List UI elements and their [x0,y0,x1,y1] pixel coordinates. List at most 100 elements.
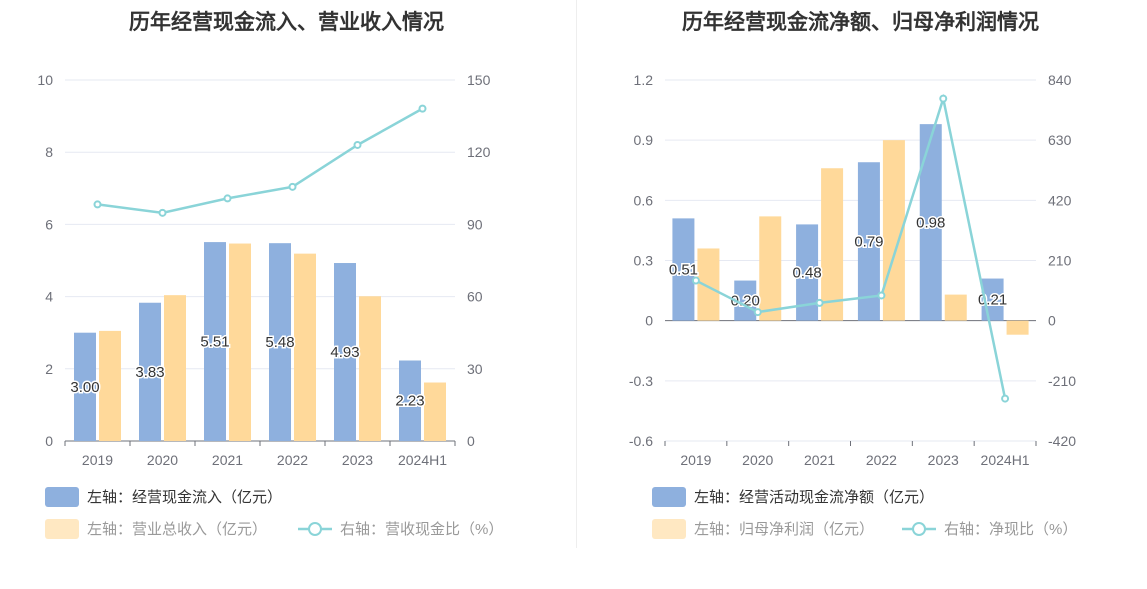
line-point [418,104,427,113]
legend-label: 左轴：经营活动现金流净额（亿元） [694,489,934,506]
bar-secondary [944,294,967,321]
chart-title: 历年经营现金流净额、归母净利润情况 [682,11,1039,34]
line-point [815,298,824,307]
y-right-tick-label: 60 [467,289,483,305]
bar-primary [139,302,161,441]
y-left-tick-label: 0 [645,313,653,329]
legend-swatch-secondary [652,519,686,539]
data-label: 2.23 [395,393,424,410]
y-left-tick-label: 0 [45,433,53,449]
bar-primary [74,332,96,441]
data-label: 5.51 [200,334,229,351]
bar-primary [672,218,695,321]
bar-secondary [164,295,186,441]
bar-primary [399,360,421,441]
legend-label: 右轴：营收现金比（%） [340,521,503,538]
data-label: 3.00 [70,379,99,396]
y-left-tick-label: 0.3 [634,253,654,269]
bar-primary [796,224,819,321]
x-tick-label: 2020 [742,452,773,468]
bar-primary [204,242,226,441]
data-label: 0.98 [916,214,945,231]
y-left-tick-label: 8 [45,144,53,160]
y-right-tick-label: 150 [467,72,491,88]
y-left-tick-label: 0.9 [634,132,654,148]
chart-title: 历年经营现金流入、营业收入情况 [129,11,444,34]
data-label: 0.79 [854,233,883,250]
panel-divider [576,0,577,548]
legend-label: 左轴：归母净利润（亿元） [694,521,874,538]
x-tick-label: 2019 [82,452,113,468]
x-tick-label: 2024H1 [398,452,447,468]
bar-primary [857,162,880,321]
x-tick-label: 2021 [212,452,243,468]
legend-label: 左轴：营业总收入（亿元） [87,521,267,538]
x-tick-label: 2021 [804,452,835,468]
line-point [223,194,232,203]
y-left-tick-label: -0.6 [629,433,653,449]
series-line [97,107,424,215]
data-label: 4.93 [330,344,359,361]
x-tick-label: 2020 [147,452,178,468]
line-point [691,276,700,285]
bar-secondary [697,248,720,321]
line-point [877,291,886,300]
chart-net-cash-flow-profit: -0.6 -420 -0.3 -210 0 0 0.3 210 0.6 420 0.9 630 1.2 8… [629,72,1077,539]
line-point [939,94,948,103]
y-left-tick-label: 10 [37,72,53,88]
chart-cash-inflow-revenue: 0 0 2 30 4 60 6 90 8 120 10 150 2019 2020 2021 2022 2023… [37,72,503,539]
y-left-tick-label: 1.2 [634,72,654,88]
y-right-tick-label: 210 [1048,253,1072,269]
line-point [93,200,102,209]
x-tick-label: 2023 [928,452,959,468]
chart-panel-cash-inflow: 历年经营现金流入、营业收入情况 0 0 2 30 4 60 6 90 8 120 10 150 2019… [0,0,573,589]
y-left-tick-label: 4 [45,289,53,305]
legend-label: 左轴：经营现金流入（亿元） [87,489,282,506]
y-left-tick-label: -0.3 [629,373,653,389]
line-point [158,208,167,217]
data-label: 0.51 [669,262,698,279]
legend-swatch-primary [45,487,79,507]
bar-primary [269,243,291,441]
data-label: 5.48 [265,334,294,351]
data-label: 3.83 [135,364,164,381]
bar-secondary [99,330,121,441]
bar-primary [919,124,942,321]
x-tick-label: 2024H1 [981,452,1030,468]
y-right-tick-label: 0 [467,433,475,449]
y-right-tick-label: 840 [1048,72,1072,88]
line-point [1001,394,1010,403]
y-right-tick-label: -210 [1048,373,1076,389]
chart-panel-net-cash-flow: 历年经营现金流净额、归母净利润情况 -0.6 -420 -0.3 -210 0 0 0.3 2… [574,0,1147,589]
bar-secondary [359,296,381,441]
y-right-tick-label: 30 [467,361,483,377]
bar-secondary [424,382,446,441]
series-line [695,93,1007,399]
line-point [353,140,362,149]
y-right-tick-label: 420 [1048,192,1072,208]
y-left-tick-label: 6 [45,216,53,232]
line-point [288,182,297,191]
legend-swatch-point [308,522,322,536]
bar-secondary [821,168,844,321]
legend-swatch-point [912,522,926,536]
legend-label: 右轴：净现比（%） [944,521,1077,538]
bar-secondary [759,216,782,321]
y-right-tick-label: 0 [1048,313,1056,329]
legend-swatch-secondary [45,519,79,539]
bar-primary [334,263,356,441]
line-point [753,308,762,317]
y-right-tick-label: 90 [467,216,483,232]
y-right-tick-label: 120 [467,144,491,160]
bar-secondary [1006,320,1029,335]
x-tick-label: 2022 [277,452,308,468]
data-label: 0.20 [731,293,760,310]
x-tick-label: 2022 [866,452,897,468]
bar-secondary [229,243,251,441]
y-right-tick-label: 630 [1048,132,1072,148]
data-label: 0.48 [792,265,821,282]
legend-swatch-primary [652,487,686,507]
x-tick-label: 2023 [342,452,373,468]
x-tick-label: 2019 [680,452,711,468]
y-left-tick-label: 2 [45,361,53,377]
